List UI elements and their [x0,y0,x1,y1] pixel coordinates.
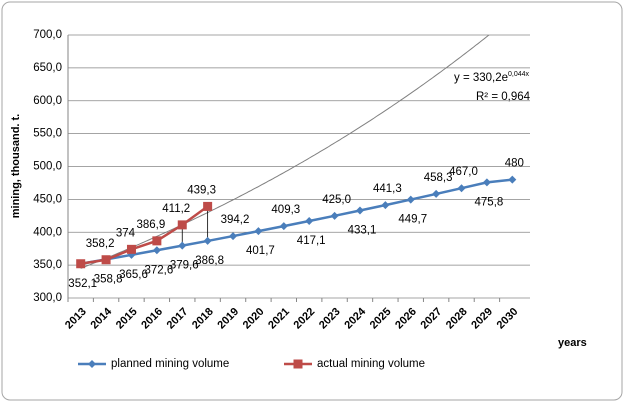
marker [203,201,213,211]
data-label: 458,3 [424,172,453,184]
y-axis-label: mining, thousand. t. [10,114,22,219]
y-tick-label: 350,0 [33,259,62,271]
data-label: 372,6 [144,264,173,276]
legend-marker [293,359,303,369]
marker [178,241,187,250]
marker [406,195,415,204]
marker [152,236,162,246]
chart-border [1,1,623,401]
data-label: 475,8 [475,196,504,208]
data-label: 379,6 [170,260,199,272]
legend-label: planned mining volume [111,358,229,370]
marker [203,236,212,245]
y-tick-label: 300,0 [33,292,62,304]
marker [101,255,111,265]
marker [76,259,86,269]
marker [482,178,491,187]
y-tick-label: 400,0 [33,226,62,238]
marker [177,220,187,230]
marker [457,184,466,193]
data-label: 425,0 [322,194,351,206]
data-label: 394,2 [221,214,250,226]
series-line [80,178,513,265]
data-label: 467,0 [449,166,478,178]
trend-equation: y = 330,2e0,044x [454,71,530,84]
x-axis-label: years [558,337,587,349]
data-label: 358,2 [86,238,115,250]
marker [508,175,517,184]
data-label: 417,1 [297,235,326,247]
data-label: 386,9 [136,219,165,231]
y-tick-label: 650,0 [33,62,62,74]
data-label: 411,2 [162,203,190,215]
data-label: 358,8 [94,273,123,285]
data-label: 352,1 [68,278,97,290]
y-tick-label: 550,0 [33,128,62,140]
data-label: 409,3 [271,204,300,216]
data-label: 374 [116,227,136,239]
y-tick-label: 600,0 [33,95,62,107]
trend-equation-exponent: 0,044x [508,71,530,78]
marker [355,206,364,215]
y-tick-label: 700,0 [33,29,62,41]
y-tick-label: 500,0 [33,161,62,173]
marker [152,246,161,255]
data-label: 439,3 [187,184,216,196]
data-label: 401,7 [246,245,275,257]
data-label: 449,7 [398,214,427,226]
trend-equation-base: y = 330,2e [454,72,508,84]
marker [381,201,390,210]
trend-r2: R² = 0,964 [476,91,531,103]
y-tick-label: 450,0 [33,193,62,205]
marker [126,244,136,254]
data-label: 365,6 [119,269,148,281]
marker [432,189,441,198]
marker [330,211,339,220]
marker [254,227,263,236]
legend-label: actual mining volume [317,358,425,370]
marker [305,217,314,226]
legend-marker [88,360,96,368]
data-label: 441,3 [373,183,402,195]
data-label: 386,8 [195,255,224,267]
marker [279,222,288,231]
marker [229,232,238,241]
data-label: 433,1 [348,225,377,237]
data-label: 480 [505,158,524,170]
